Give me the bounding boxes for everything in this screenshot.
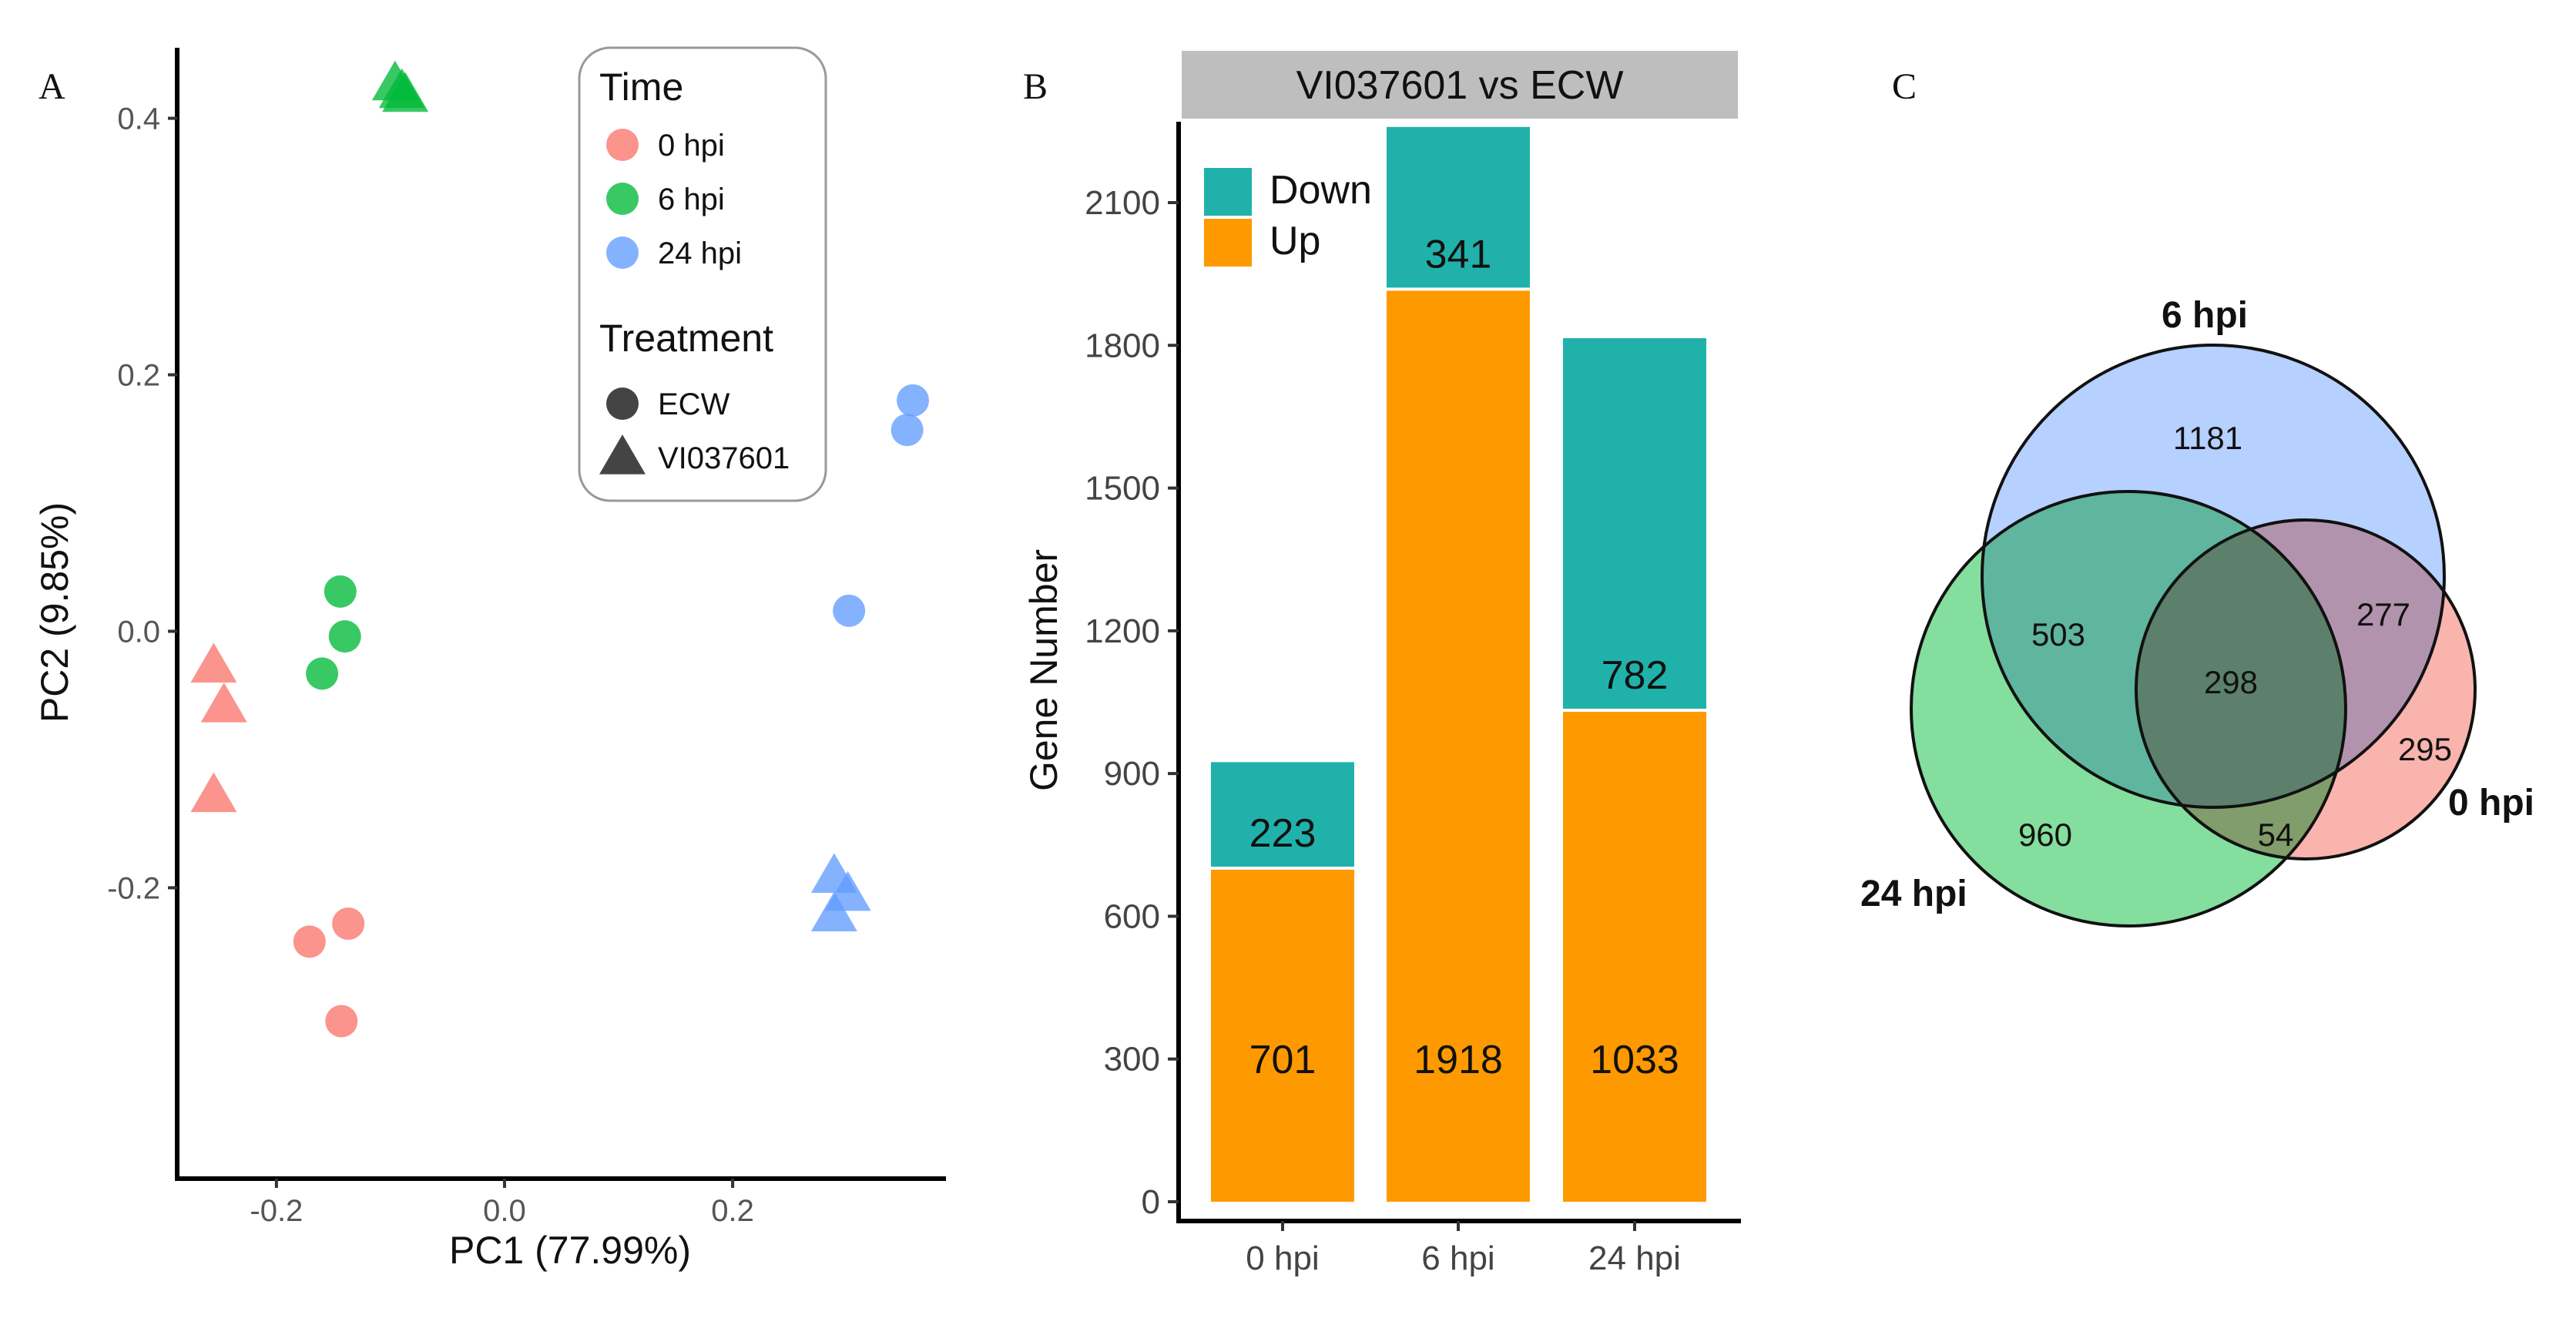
bar-legend-key-0 bbox=[1204, 168, 1252, 216]
panel-label-a: A bbox=[39, 66, 65, 107]
venn-label-6hpi: 6 hpi bbox=[2162, 295, 2248, 336]
bar-up-label-2: 1033 bbox=[1590, 1038, 1679, 1082]
bar-x-ticks: 0 hpi 6 hpi 24 hpi bbox=[1246, 1221, 1681, 1277]
venn-outline-6hpi bbox=[1981, 344, 2446, 809]
legend-treatment-label-1: VI037601 bbox=[658, 441, 790, 475]
bar-down-1 bbox=[1387, 126, 1530, 290]
bar-y-title: Gene Number bbox=[1022, 549, 1065, 791]
bar-xtick-label: 0 hpi bbox=[1246, 1239, 1319, 1277]
pca-xtick-label: -0.2 bbox=[250, 1194, 303, 1228]
pca-legend-box bbox=[578, 46, 827, 502]
pca-legend: Time 0 hpi 6 hpi 24 hpi Treatment ECW VI037… bbox=[578, 46, 827, 502]
pca-point-13 bbox=[891, 414, 924, 447]
pca-y-title: PC2 (9.85%) bbox=[33, 502, 76, 723]
venn-outline-24hpi bbox=[1910, 490, 2347, 928]
bar-up-label-1: 1918 bbox=[1414, 1038, 1503, 1082]
panel-label-c: C bbox=[1892, 66, 1917, 107]
legend-treatment-title: Treatment bbox=[599, 317, 773, 360]
pca-ytick-label: 0.4 bbox=[117, 102, 160, 136]
pca-point-6 bbox=[324, 575, 357, 608]
bar-xtick-label: 6 hpi bbox=[1421, 1239, 1494, 1277]
pca-ytick-label: 0.0 bbox=[117, 615, 160, 649]
legend-time-label-1: 6 hpi bbox=[658, 183, 725, 216]
pca-point-4 bbox=[332, 907, 365, 941]
pca-x-title: PC1 (77.99%) bbox=[449, 1229, 691, 1272]
bar-ytick-label: 1500 bbox=[1085, 470, 1160, 508]
pca-xtick-label: 0.2 bbox=[711, 1194, 754, 1228]
venn-label-24hpi: 24 hpi bbox=[1860, 874, 1967, 914]
legend-time-key-1 bbox=[606, 183, 639, 215]
bar-up-label-0: 701 bbox=[1249, 1038, 1317, 1082]
panel-label-b: B bbox=[1023, 66, 1048, 107]
bar-xtick-label: 24 hpi bbox=[1588, 1239, 1681, 1277]
pca-xtick-label: 0.0 bbox=[483, 1194, 526, 1228]
pca-y-ticks: -0.2 0.0 0.2 0.4 bbox=[107, 102, 177, 905]
venn-label-0hpi: 0 hpi bbox=[2448, 783, 2534, 824]
venn-circle-24hpi bbox=[1911, 491, 2346, 926]
strip-background bbox=[1182, 51, 1738, 119]
bars: 701 223 1918 341 1033 782 bbox=[1211, 126, 1706, 1203]
legend-time-items: 0 hpi 6 hpi 24 hpi bbox=[606, 129, 742, 270]
bar-down-0 bbox=[1211, 762, 1354, 869]
legend-time-label-2: 24 hpi bbox=[658, 236, 742, 270]
pca-ytick-label: 0.2 bbox=[117, 359, 160, 393]
bar-ytick-label: 1800 bbox=[1085, 327, 1160, 364]
bar-ytick-label: 1200 bbox=[1085, 612, 1160, 650]
legend-time-key-0 bbox=[606, 129, 639, 161]
venn-count-6-only: 1181 bbox=[2173, 420, 2242, 456]
pca-point-1 bbox=[200, 683, 247, 723]
bar-up-1 bbox=[1387, 289, 1530, 1203]
bar-legend-label-0: Down bbox=[1270, 168, 1372, 213]
venn-count-0-only: 295 bbox=[2398, 731, 2452, 767]
pca-x-ticks: -0.2 0.0 0.2 bbox=[250, 1179, 754, 1228]
bar-y-ticks: 0 300 600 900 1200 1500 1800 2100 bbox=[1085, 184, 1179, 1221]
venn-count-6-0: 277 bbox=[2356, 596, 2410, 632]
pca-point-12 bbox=[897, 384, 930, 417]
legend-time-title: Time bbox=[599, 65, 683, 109]
bar-down-label-1: 341 bbox=[1425, 232, 1492, 277]
bar-up-0 bbox=[1211, 868, 1354, 1202]
legend-treatment-key-0 bbox=[606, 387, 639, 420]
bar-down-label-0: 223 bbox=[1249, 811, 1317, 856]
pca-point-3 bbox=[293, 925, 326, 958]
bar-ytick-label: 2100 bbox=[1085, 184, 1160, 222]
pca-point-5 bbox=[325, 1005, 358, 1038]
bar-ytick-label: 900 bbox=[1104, 755, 1160, 793]
venn-diagram: 6 hpi 0 hpi 24 hpi 1181 503 277 298 295 … bbox=[1860, 295, 2534, 928]
pca-point-2 bbox=[190, 772, 237, 813]
pca-points bbox=[190, 60, 930, 1038]
bar-plot: VI037601 vs ECW 701 223 1918 341 1033 782 0 30… bbox=[1022, 51, 1741, 1277]
bar-legend: Down Up bbox=[1204, 168, 1372, 267]
strip-title: VI037601 vs ECW bbox=[1296, 63, 1624, 108]
pca-ytick-label: -0.2 bbox=[107, 871, 160, 905]
pca-plot: -0.2 0.0 0.2 0.4 -0.2 0.0 0.2 PC1 (77.99%) PC… bbox=[33, 46, 946, 1272]
pca-point-0 bbox=[190, 642, 237, 683]
legend-time-key-2 bbox=[606, 236, 639, 269]
pca-point-14 bbox=[833, 594, 866, 627]
pca-point-8 bbox=[306, 657, 339, 690]
legend-treatment-label-0: ECW bbox=[658, 387, 730, 421]
venn-outline-0hpi bbox=[2135, 518, 2477, 860]
bar-ytick-label: 0 bbox=[1142, 1183, 1160, 1221]
venn-count-6-24: 503 bbox=[2031, 616, 2085, 652]
legend-treatment-key-1 bbox=[599, 434, 646, 475]
pca-point-11 bbox=[382, 72, 429, 112]
bar-up-2 bbox=[1563, 709, 1706, 1202]
bar-ytick-label: 600 bbox=[1104, 897, 1160, 935]
bar-down-label-2: 782 bbox=[1602, 653, 1669, 698]
venn-count-all: 298 bbox=[2204, 664, 2258, 700]
venn-count-24-0: 54 bbox=[2258, 817, 2294, 853]
bar-down-2 bbox=[1563, 338, 1706, 710]
pca-point-7 bbox=[328, 620, 361, 653]
legend-time-label-0: 0 hpi bbox=[658, 129, 725, 163]
bar-legend-key-1 bbox=[1204, 219, 1252, 267]
legend-treatment-items: ECW VI037601 bbox=[599, 387, 790, 475]
pca-point-17 bbox=[810, 891, 857, 931]
venn-count-24-only: 960 bbox=[2018, 817, 2072, 853]
bar-ytick-label: 300 bbox=[1104, 1041, 1160, 1078]
bar-legend-label-1: Up bbox=[1270, 219, 1320, 263]
